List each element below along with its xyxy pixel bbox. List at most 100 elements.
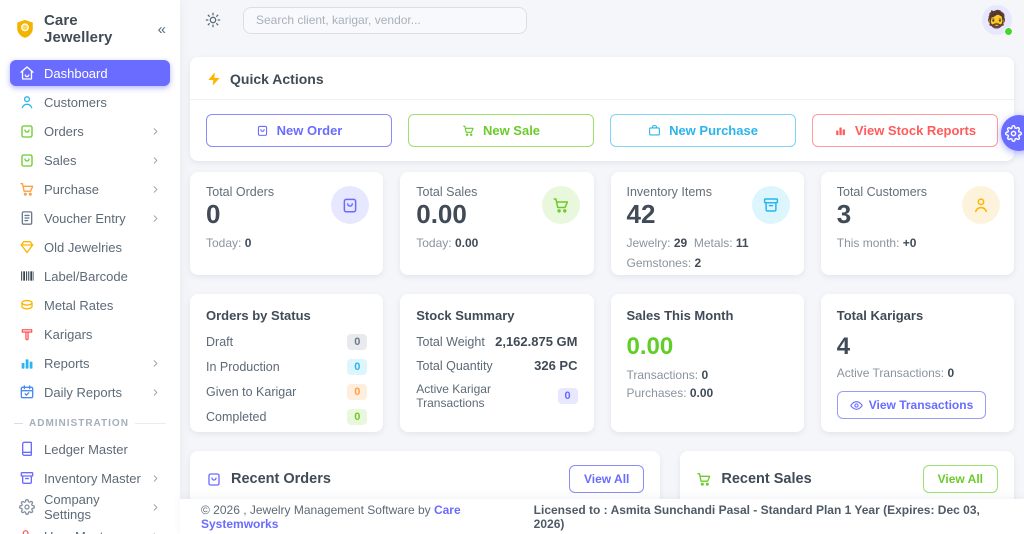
- sidebar-item-company-settings[interactable]: Company Settings: [10, 492, 170, 522]
- chevron-right-icon: [150, 531, 161, 534]
- stock-total-quantity: Total Quantity 326 PC: [416, 358, 578, 373]
- status-row-given-to-karigar: Given to Karigar 0: [206, 384, 368, 400]
- user-avatar[interactable]: 🧔: [982, 5, 1013, 36]
- book-icon: [19, 441, 35, 457]
- total-karigars-card: Total Karigars 4 Active Transactions: 0 …: [820, 294, 1014, 432]
- zap-icon: [206, 71, 222, 87]
- cart-icon: [696, 471, 712, 487]
- search-input[interactable]: [243, 6, 527, 34]
- chevron-right-icon: [150, 387, 161, 398]
- bar-chart-icon: [834, 124, 847, 137]
- status-badge: 0: [347, 359, 368, 375]
- top-bar: 🧔: [180, 0, 1024, 40]
- total-customers-value: 3: [836, 199, 852, 229]
- sales-this-month-card: Sales This Month 0.00 Transactions: 0 Pu…: [610, 294, 804, 432]
- total-sales-value: 0.00: [416, 199, 467, 229]
- stats-row: Total Orders 0 Today: 0 Total Sales 0.00…: [190, 172, 1014, 275]
- chevron-right-icon: [150, 358, 161, 369]
- status-badge: 0: [347, 384, 368, 400]
- sidebar-item-label-barcode[interactable]: Label/Barcode: [10, 263, 170, 289]
- quick-actions-buttons: New Order New Sale New Purchase View Sto…: [190, 100, 1014, 161]
- bag-icon: [256, 124, 269, 137]
- sidebar-item-inventory-master[interactable]: Inventory Master: [10, 465, 170, 491]
- sidebar-item-user-master[interactable]: User Master: [10, 523, 170, 534]
- sales-month-value: 0.00: [626, 333, 674, 360]
- status-row-in-production: In Production 0: [206, 359, 368, 375]
- online-status-dot: [1004, 27, 1013, 36]
- company-link[interactable]: Care Systemworks: [201, 502, 461, 531]
- sidebar-item-purchase[interactable]: Purchase: [10, 176, 170, 202]
- sidebar-menu: Dashboard Customers Orders Sales Purchas…: [0, 60, 180, 534]
- dashboard-content: Quick Actions New Order New Sale New Pur…: [180, 40, 1024, 534]
- sidebar-item-ledger-master[interactable]: Ledger Master: [10, 436, 170, 462]
- brand-logo-icon: [14, 18, 36, 40]
- sidebar-item-reports[interactable]: Reports: [10, 350, 170, 376]
- home-icon: [19, 65, 35, 81]
- quick-actions-card: Quick Actions New Order New Sale New Pur…: [190, 57, 1014, 161]
- sidebar-item-customers[interactable]: Customers: [10, 89, 170, 115]
- view-stock-reports-button[interactable]: View Stock Reports: [812, 114, 998, 147]
- archive-icon: [762, 196, 780, 214]
- shopping-bag-icon: [19, 123, 35, 139]
- new-order-button[interactable]: New Order: [206, 114, 392, 147]
- bag-icon: [206, 471, 222, 487]
- recent-orders-view-all-button[interactable]: View All: [569, 465, 645, 493]
- bar-chart-icon: [19, 355, 35, 371]
- inventory-items-card: Inventory Items 42 Jewelry: 29 Metals: 1…: [610, 172, 804, 275]
- status-row-completed: Completed 0: [206, 409, 368, 425]
- calendar-icon: [19, 384, 35, 400]
- archive-icon: [19, 470, 35, 486]
- stock-summary-card: Stock Summary Total Weight 2,162.875 GM …: [400, 294, 594, 432]
- sidebar-item-old-jewelries[interactable]: Old Jewelries: [10, 234, 170, 260]
- chevron-right-icon: [150, 184, 161, 195]
- quick-actions-title: Quick Actions: [230, 71, 324, 87]
- customizer-settings-button[interactable]: [1001, 115, 1024, 151]
- barcode-icon: [19, 268, 35, 284]
- status-badge: 0: [347, 409, 368, 425]
- total-customers-card: Total Customers 3 This month: +0: [820, 172, 1014, 275]
- total-karigars-value: 4: [836, 333, 851, 360]
- chevron-right-icon: [150, 502, 161, 513]
- sidebar-collapse-icon[interactable]: «: [157, 20, 166, 38]
- user-icon: [972, 196, 990, 214]
- sun-icon[interactable]: [205, 12, 221, 28]
- sidebar: Care Jewellery « Dashboard Customers Ord…: [0, 0, 180, 534]
- cart-icon: [552, 196, 570, 214]
- sidebar-item-karigars[interactable]: Karigars: [10, 321, 170, 347]
- sidebar-item-dashboard[interactable]: Dashboard: [10, 60, 170, 86]
- chevron-right-icon: [150, 473, 161, 484]
- user-icon: [19, 94, 35, 110]
- gear-icon: [1004, 124, 1022, 142]
- hammer-icon: [19, 326, 35, 342]
- stock-total-weight: Total Weight 2,162.875 GM: [416, 334, 578, 349]
- recent-sales-view-all-button[interactable]: View All: [922, 465, 998, 493]
- file-text-icon: [19, 210, 35, 226]
- status-badge: 0: [557, 388, 578, 404]
- status-badge: 0: [347, 334, 368, 350]
- chevron-right-icon: [150, 155, 161, 166]
- user-gear-icon: [19, 528, 35, 534]
- cart-icon: [462, 124, 475, 137]
- shopping-cart-icon: [19, 181, 35, 197]
- new-sale-button[interactable]: New Sale: [408, 114, 594, 147]
- quick-actions-header: Quick Actions: [190, 57, 1014, 100]
- sidebar-item-orders[interactable]: Orders: [10, 118, 170, 144]
- active-karigar-transactions: Active Karigar Transactions 0: [416, 382, 578, 410]
- sidebar-item-metal-rates[interactable]: Metal Rates: [10, 292, 170, 318]
- gem-icon: [19, 239, 35, 255]
- total-orders-value: 0: [206, 199, 221, 229]
- sidebar-item-voucher-entry[interactable]: Voucher Entry: [10, 205, 170, 231]
- global-search: [243, 6, 527, 34]
- app-title: Care Jewellery: [44, 12, 113, 46]
- new-purchase-button[interactable]: New Purchase: [610, 114, 796, 147]
- footer: © 2026 , Jewelry Management Software by …: [180, 499, 1024, 534]
- shopping-bag-icon: [19, 152, 35, 168]
- chevron-right-icon: [150, 126, 161, 137]
- sidebar-item-daily-reports[interactable]: Daily Reports: [10, 379, 170, 405]
- view-transactions-button[interactable]: View Transactions: [836, 391, 987, 420]
- brand: Care Jewellery «: [0, 0, 180, 54]
- summary-row: Orders by Status Draft 0 In Production 0…: [190, 294, 1014, 432]
- total-sales-card: Total Sales 0.00 Today: 0.00: [400, 172, 594, 275]
- sidebar-item-sales[interactable]: Sales: [10, 147, 170, 173]
- eye-icon: [850, 399, 863, 412]
